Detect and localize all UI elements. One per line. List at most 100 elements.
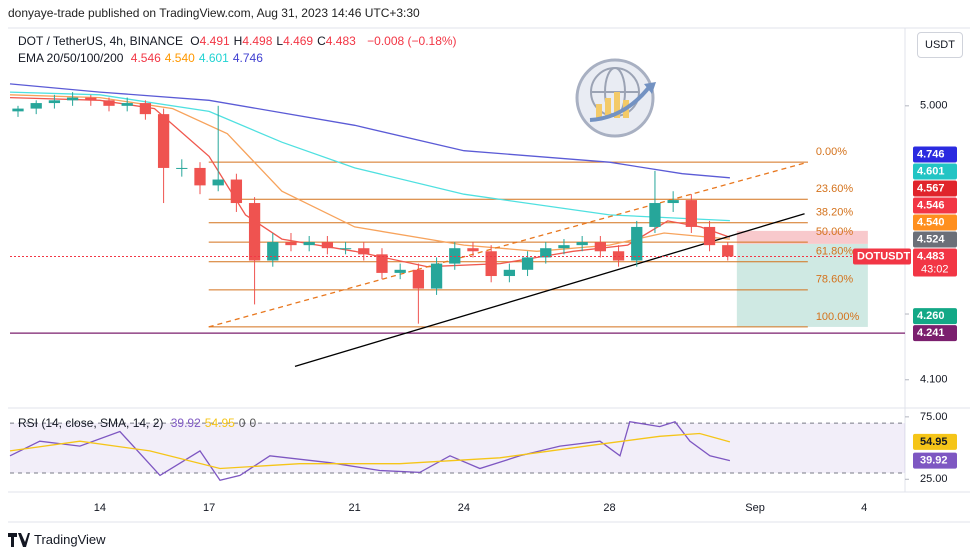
candle-body (594, 242, 606, 252)
ema-value: 4.540 (164, 51, 195, 65)
ohlc-key: O (190, 34, 200, 48)
candle-body (685, 200, 697, 227)
rsi-value: 0 (249, 416, 257, 430)
trend-line (294, 213, 805, 367)
price-label: 4.546 (917, 199, 945, 211)
candle-body (321, 242, 334, 249)
countdown: 43:02 (921, 263, 949, 275)
rsi-band (10, 423, 905, 474)
candle-body (485, 251, 497, 277)
ema-value: 4.746 (232, 51, 263, 65)
candle-body (48, 100, 61, 104)
y-tick-label: 5.000 (920, 100, 948, 112)
price-label: 4.540 (917, 216, 945, 228)
ema-name: EMA 20/50/100/200 (18, 51, 124, 65)
x-tick-label: 24 (458, 502, 470, 514)
rsi-value: 54.95 (204, 416, 235, 430)
ohlc-value: 4.483 (325, 34, 356, 48)
price-label-box (913, 214, 957, 231)
candle-body (194, 167, 206, 186)
header: donyaye-trade published on TradingView.c… (8, 6, 420, 20)
rsi-value: 39.92 (170, 416, 201, 430)
candle-body (267, 242, 279, 261)
price-label-box (913, 146, 957, 163)
candle-body (121, 103, 133, 106)
rsi-line (9, 432, 731, 470)
x-tick-label: 17 (203, 502, 215, 514)
ohlc-key: L (276, 34, 284, 48)
candle-body (722, 245, 734, 257)
ohlc-value: 4.498 (242, 34, 273, 48)
fib-label: 78.60% (816, 274, 854, 286)
fib-label: 61.80% (816, 246, 854, 258)
x-tick-label: 28 (603, 502, 615, 514)
price-label-box (913, 231, 957, 248)
candle-body (449, 248, 461, 264)
y-tick-label: 4.100 (920, 374, 948, 386)
y-tick-label: 75.00 (920, 411, 948, 423)
price-label-box (913, 180, 957, 197)
candle-body (303, 242, 315, 246)
candle-body (157, 114, 170, 168)
candle-body (558, 245, 570, 249)
price-label: 4.483 (917, 250, 945, 262)
candle-body (667, 200, 679, 204)
rsi-name: RSI (14, close, SMA, 14, 2) (18, 416, 164, 430)
candle-body (503, 269, 516, 277)
fib-label: 50.00% (816, 226, 854, 238)
candle-body (176, 167, 188, 169)
ema-legend: EMA 20/50/100/200 4.546 4.540 4.601 4.746 (18, 51, 267, 65)
candle-body (576, 242, 588, 246)
candle-body (430, 263, 443, 289)
stop-zone (736, 230, 868, 244)
candle-body (339, 248, 352, 250)
currency-button[interactable]: USDT (917, 32, 963, 58)
candle-body (103, 100, 115, 106)
ohlc-value: 4.469 (283, 34, 314, 48)
candle-body (703, 226, 716, 246)
y-tick-label: 25.00 (920, 473, 948, 485)
price-label: 4.567 (917, 182, 945, 194)
price-label: 4.524 (917, 233, 945, 245)
ohlc-key: H (233, 34, 243, 48)
price-label-box (913, 325, 957, 342)
price-label-box (913, 308, 957, 325)
plot: 5.0004.3004.1000.00%23.60%38.20%50.00%61… (9, 83, 957, 485)
ema-line (9, 91, 730, 222)
candle-body (358, 248, 370, 255)
fib-label: 100.00% (816, 311, 860, 323)
footer: TradingView (34, 532, 106, 547)
candle-body (540, 248, 552, 258)
rsi-legend: RSI (14, close, SMA, 14, 2) 39.92 54.95 0 0 (18, 416, 260, 430)
ohlc: O4.491 H4.498 L4.469 C4.483 (190, 34, 360, 48)
ema-value: 4.601 (198, 51, 229, 65)
ohlc-key: C (317, 34, 326, 48)
candle-body (376, 254, 388, 273)
candle-body (612, 251, 625, 261)
value-label-box (913, 433, 957, 450)
candle-body (248, 203, 261, 261)
rsi-line (9, 420, 731, 482)
price-legend: DOT / TetherUS, 4h, BINANCE O4.491 H4.498… (18, 34, 461, 48)
candle-body (66, 97, 79, 101)
fib-label: 23.60% (816, 183, 854, 195)
candle-body (412, 269, 425, 289)
candle-body (139, 103, 152, 115)
price-label: 4.241 (917, 327, 945, 339)
fib-label: 0.00% (816, 146, 847, 158)
candle-body (30, 103, 42, 109)
price-label-box (913, 248, 957, 277)
ohlc-value: 4.491 (199, 34, 230, 48)
x-tick-label: 14 (94, 502, 106, 514)
rsi-value: 0 (238, 416, 246, 430)
footer-logo (8, 533, 30, 547)
candle-body (521, 257, 534, 270)
ema-line (9, 83, 730, 179)
price-label-box (913, 197, 957, 214)
price-label: 4.746 (917, 148, 945, 160)
candle-body (649, 203, 661, 227)
candle-body (212, 179, 224, 186)
candle-body (394, 269, 406, 273)
